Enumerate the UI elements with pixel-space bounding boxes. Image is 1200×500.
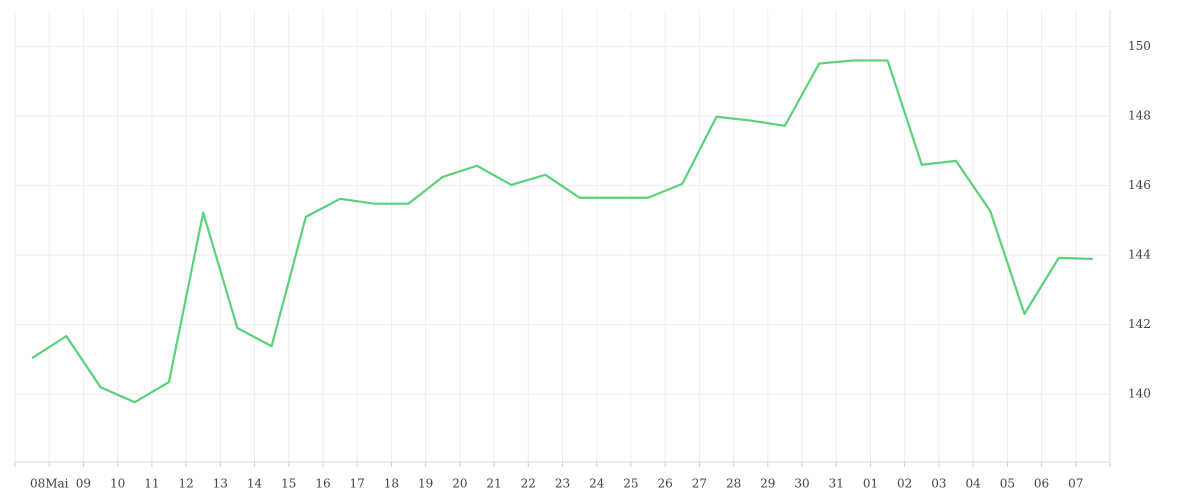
x-tick-label: 28 <box>726 477 741 491</box>
x-tick-label: 11 <box>144 477 159 491</box>
x-tick-label: 13 <box>213 477 228 491</box>
x-tick-label: 26 <box>658 477 673 491</box>
y-tick-label: 150 <box>1128 39 1151 53</box>
y-tick-label: 140 <box>1128 387 1151 401</box>
x-tick-label: 23 <box>555 477 570 491</box>
x-tick-label: 20 <box>452 477 467 491</box>
y-tick-label: 148 <box>1128 109 1151 123</box>
x-tick-label: 01 <box>863 477 878 491</box>
x-tick-label: 06 <box>1034 477 1049 491</box>
x-tick-label: 05 <box>1000 477 1015 491</box>
x-tick-label: 08Mai <box>30 477 69 491</box>
y-tick-label: 142 <box>1128 317 1151 331</box>
line-series <box>31 59 1093 404</box>
x-tick-label: 15 <box>281 477 296 491</box>
x-tick-label: 03 <box>931 477 946 491</box>
x-tick-label: 18 <box>384 477 399 491</box>
x-tick-label: 04 <box>965 477 981 491</box>
x-tick-label: 14 <box>247 477 263 491</box>
x-tick-label: 22 <box>521 477 536 491</box>
x-tick-label: 24 <box>589 477 605 491</box>
x-tick-label: 12 <box>178 477 193 491</box>
x-tick-label: 10 <box>110 477 125 491</box>
x-tick-label: 17 <box>350 477 365 491</box>
x-tick-label: 29 <box>760 477 775 491</box>
x-tick-label: 19 <box>418 477 433 491</box>
x-tick-label: 02 <box>897 477 912 491</box>
x-tick-label: 21 <box>486 477 501 491</box>
x-tick-label: 30 <box>794 477 809 491</box>
x-tick-label: 07 <box>1068 477 1083 491</box>
y-tick-label: 144 <box>1128 248 1151 262</box>
x-tick-label: 16 <box>315 477 330 491</box>
x-tick-label: 31 <box>829 477 844 491</box>
x-tick-label: 27 <box>692 477 707 491</box>
x-tick-label: 09 <box>76 477 91 491</box>
y-tick-label: 146 <box>1128 178 1151 192</box>
x-tick-label: 25 <box>623 477 638 491</box>
